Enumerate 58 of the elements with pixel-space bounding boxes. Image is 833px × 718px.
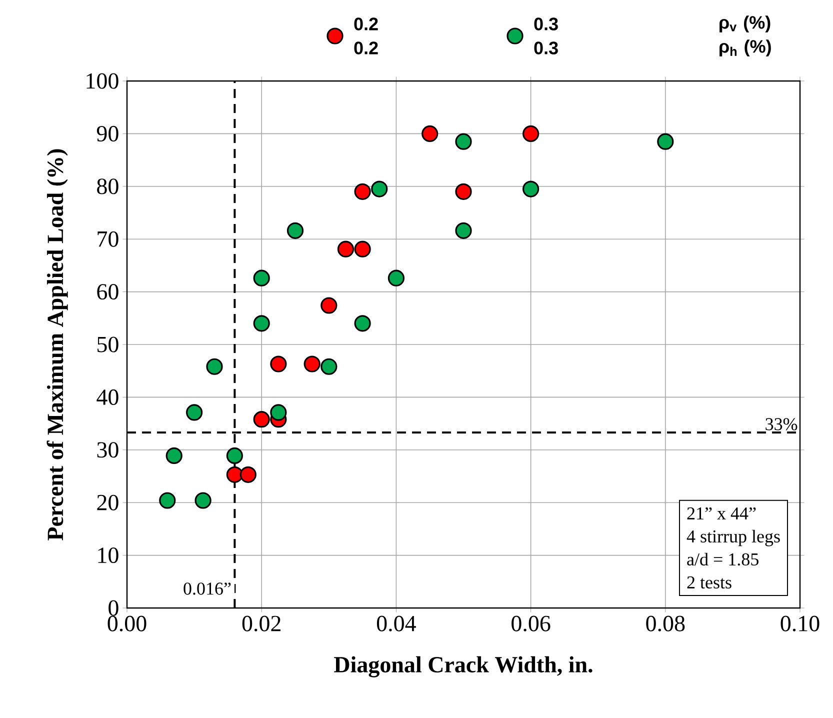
y-tick-label: 10 <box>98 548 118 564</box>
ref-line-label: 33% <box>766 418 798 430</box>
point <box>226 466 243 483</box>
x-tick-label: 0.04 <box>376 616 416 632</box>
point <box>159 492 176 509</box>
point <box>320 297 338 314</box>
y-axis-title: Percent of Maximum Applied Load (%) <box>46 149 68 540</box>
point <box>422 125 438 142</box>
point <box>206 358 223 375</box>
point <box>455 222 472 239</box>
y-tick-label: 20 <box>97 494 118 510</box>
annotation: 2 tests <box>687 576 732 588</box>
point <box>455 133 472 150</box>
point <box>371 180 388 198</box>
point <box>166 447 182 464</box>
ref-line-label: 0.016” <box>184 582 231 595</box>
annotation: 21” x 44” <box>687 507 756 520</box>
y-tick-label: 70 <box>98 231 118 247</box>
legend-label: 0.3 0.3 <box>534 18 558 54</box>
x-tick-label: 0.02 <box>242 616 280 632</box>
point <box>522 180 540 198</box>
x-axis-title: Diagonal Crack Width, in. <box>334 656 592 678</box>
legend-label: 0.2 0.2 <box>354 18 378 54</box>
point <box>354 183 371 200</box>
y-tick-label: 30 <box>97 442 118 458</box>
point <box>354 240 371 258</box>
point <box>354 315 371 332</box>
x-tick-label: 0.06 <box>512 616 550 632</box>
annotation: 4 stirrup legs <box>686 530 780 546</box>
legend-title: ρ$_{v}$ (%) ρ$_{h}$ (%) <box>720 16 771 56</box>
x-tick-label: 0.00 <box>108 616 146 632</box>
y-tick-label: 80 <box>97 178 118 194</box>
point <box>253 411 270 428</box>
point <box>455 183 472 200</box>
point <box>320 358 338 375</box>
x-tick-label: 0.08 <box>646 616 685 632</box>
y-tick-label: 40 <box>96 389 118 405</box>
y-tick-label: 50 <box>98 336 118 352</box>
point <box>194 492 212 509</box>
y-tick-label: 100 <box>86 73 118 89</box>
point <box>388 270 405 286</box>
point <box>337 240 354 258</box>
point <box>240 466 256 483</box>
point <box>270 356 287 372</box>
annotation: a/d = 1.85 <box>687 552 758 566</box>
y-tick-label: 90 <box>96 126 118 142</box>
y-tick-label: 0 <box>108 600 118 616</box>
point <box>522 125 540 142</box>
point <box>270 404 287 421</box>
point <box>304 356 320 372</box>
point <box>657 133 674 150</box>
point <box>286 222 304 239</box>
point <box>253 270 270 286</box>
point <box>253 315 270 332</box>
point <box>226 447 243 464</box>
point <box>186 404 203 421</box>
x-tick-label: 0.10 <box>780 616 820 632</box>
y-tick-label: 60 <box>97 284 118 300</box>
